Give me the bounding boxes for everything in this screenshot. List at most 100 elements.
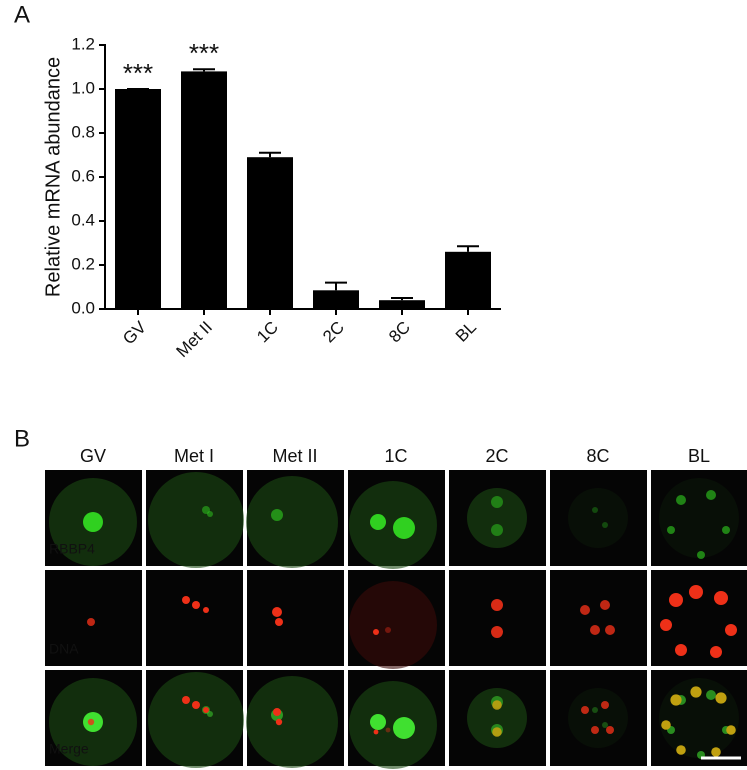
nucleus xyxy=(491,496,503,508)
cell-outline xyxy=(467,488,527,548)
column-label: Met I xyxy=(174,446,214,466)
dna-spot xyxy=(710,646,722,658)
dna-spot xyxy=(711,747,721,757)
cell-outline xyxy=(659,478,739,558)
dna-spot xyxy=(275,718,283,726)
dna-spot xyxy=(192,601,200,609)
nucleus xyxy=(602,522,608,528)
bar xyxy=(181,71,227,310)
nucleus xyxy=(592,707,598,713)
panel-label: B xyxy=(14,425,30,452)
micrograph xyxy=(146,470,244,568)
dna-spot xyxy=(385,627,391,633)
cell-outline xyxy=(467,688,527,748)
nucleus xyxy=(722,526,730,534)
nucleus xyxy=(370,714,386,730)
dna-spot xyxy=(600,600,610,610)
dna-spot xyxy=(726,725,736,735)
micrograph xyxy=(550,670,647,766)
dna-spot xyxy=(373,729,379,735)
dna-spot xyxy=(676,745,686,755)
dna-spot xyxy=(601,701,609,709)
nucleus xyxy=(207,711,213,717)
dna-spot xyxy=(660,619,672,631)
image-bg xyxy=(449,570,546,666)
cell-outline xyxy=(349,681,437,769)
panel-label: A xyxy=(14,1,30,28)
micrograph xyxy=(348,570,445,669)
micrograph xyxy=(651,670,747,766)
dna-spot xyxy=(491,626,503,638)
dna-spot xyxy=(690,686,702,698)
micrograph xyxy=(651,570,747,666)
column-label: BL xyxy=(688,446,710,466)
error-bar xyxy=(259,151,281,158)
dna-spot xyxy=(203,607,209,613)
dna-spot xyxy=(385,727,391,733)
nucleus xyxy=(393,517,415,539)
cell-outline xyxy=(568,488,628,548)
dna-spot xyxy=(715,692,727,704)
micrograph xyxy=(146,670,244,768)
image-bg xyxy=(550,670,647,766)
error-bar xyxy=(193,68,215,72)
row-label: Merge xyxy=(49,741,89,757)
error-bar xyxy=(457,245,479,252)
dna-spot xyxy=(373,629,379,635)
dna-spot xyxy=(203,707,209,713)
significance: *** xyxy=(123,58,153,88)
nucleus xyxy=(706,690,716,700)
image-bg xyxy=(651,670,747,766)
column-label: 2C xyxy=(485,446,508,466)
dna-spot xyxy=(605,625,615,635)
dna-spot xyxy=(669,593,683,607)
row-label: DNA xyxy=(49,641,79,657)
bar xyxy=(445,251,491,309)
dna-spot xyxy=(182,696,190,704)
dna-spot xyxy=(491,599,503,611)
image-bg xyxy=(146,570,243,666)
x-tick-label: BL xyxy=(452,318,480,346)
y-tick-label: 0.4 xyxy=(71,210,95,229)
cell-outline xyxy=(349,581,437,669)
micrograph xyxy=(246,470,344,568)
dna-spot xyxy=(689,585,703,599)
cell-outline xyxy=(246,476,338,568)
nucleus xyxy=(83,512,103,532)
image-bg xyxy=(550,570,647,666)
y-axis-label: Relative mRNA abundance xyxy=(42,57,64,297)
column-label: GV xyxy=(80,446,106,466)
micrograph xyxy=(247,570,344,666)
image-bg xyxy=(651,570,747,666)
micrograph xyxy=(550,470,647,566)
row-label: RBBP4 xyxy=(49,541,95,557)
dna-spot xyxy=(670,694,682,706)
micrograph xyxy=(146,570,243,666)
image-bg xyxy=(550,470,647,566)
bar xyxy=(313,290,359,309)
x-tick-label: 2C xyxy=(319,318,348,347)
nucleus xyxy=(393,717,415,739)
micrograph xyxy=(449,470,546,566)
nucleus xyxy=(491,524,503,536)
dna-spot xyxy=(714,591,728,605)
dna-spot xyxy=(590,625,600,635)
nucleus xyxy=(271,509,283,521)
column-label: 1C xyxy=(384,446,407,466)
significance: *** xyxy=(189,38,219,68)
x-tick-label: 8C xyxy=(385,318,414,347)
cell-outline xyxy=(148,472,244,568)
micrograph xyxy=(651,470,747,566)
y-tick-label: 0.6 xyxy=(71,166,95,185)
error-bar xyxy=(325,281,347,291)
micrograph xyxy=(550,570,647,666)
nucleus xyxy=(706,490,716,500)
nucleus xyxy=(207,511,213,517)
image-bg xyxy=(45,570,142,666)
column-label: Met II xyxy=(272,446,317,466)
dna-spot xyxy=(192,701,200,709)
micrograph xyxy=(348,470,445,569)
dna-spot xyxy=(87,718,95,726)
micrograph xyxy=(449,670,546,766)
